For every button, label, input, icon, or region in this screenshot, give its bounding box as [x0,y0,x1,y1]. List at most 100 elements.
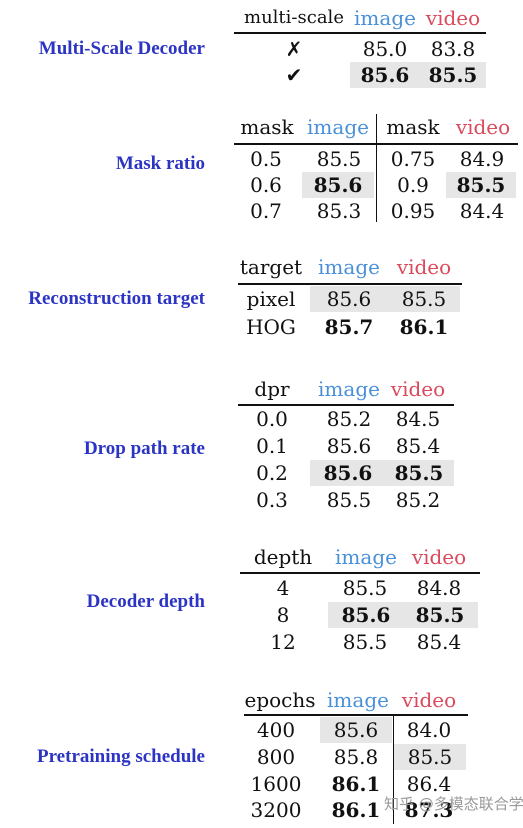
image-value: 85.6 [310,286,388,312]
table-row: 0.5 85.5 0.75 84.9 [234,146,518,172]
watermark: 知乎 @多模态联合学习 [384,795,523,813]
epochs-value: 3200 [250,798,302,822]
mask-value: 0.95 [390,199,436,223]
table-row: 0.3 85.5 85.2 [238,487,454,513]
table-row: 1600 86.1 86.4 [244,771,468,797]
target-value: pixel [246,287,296,311]
image-value: 86.1 [331,772,381,796]
image-value: 85.6 [326,434,372,458]
image-value: 85.6 [310,460,386,486]
header-video: video [401,688,457,712]
header-image: image [307,115,369,139]
header-multi-scale: multi-scale [244,7,344,28]
table-header-row: dpr image video [238,376,454,402]
table-header-row: depth image video [240,544,480,570]
image-value: 85.5 [316,147,362,171]
depth-value: 12 [270,630,296,654]
video-value: 85.5 [388,286,460,312]
table-row: 0.2 85.6 85.5 [238,460,454,486]
column-divider [376,114,377,222]
header-video: video [390,377,446,401]
mask-value: 0.5 [250,147,282,171]
header-mask: mask [386,115,440,139]
table-row: 3200 86.1 87.3 [244,797,468,823]
video-value: 84.8 [416,576,462,600]
mask-value: 0.6 [250,173,282,197]
video-value: 84.9 [459,147,505,171]
header-mask: mask [240,115,294,139]
section-label-mask-ratio: Mask ratio [115,153,205,174]
header-rule [238,283,462,285]
image-value: 85.3 [316,199,362,223]
video-value: 86.1 [399,315,449,339]
header-depth: depth [253,545,313,569]
video-value: 84.4 [459,199,505,223]
section-label-drop-path-rate: Drop path rate [83,438,205,459]
mask-value: 0.7 [250,199,282,223]
depth-value: 8 [276,603,290,627]
table-row: pixel 85.6 85.5 [238,286,462,312]
column-divider [393,716,394,824]
header-target: target [239,255,303,279]
header-rule [240,572,480,574]
header-image: image [327,688,389,712]
header-epochs: epochs [244,688,316,712]
header-image: image [354,6,416,30]
epochs-value: 800 [256,745,296,769]
video-value: 84.0 [406,718,452,742]
video-value: 85.5 [402,602,478,628]
header-rule [234,32,486,34]
table-multi-scale-decoder: multi-scale image video ✗ 85.0 83.8 ✔ 85… [234,5,486,88]
table-row: 12 85.5 85.4 [240,629,480,655]
image-value: 85.5 [342,576,388,600]
table-header-row: multi-scale image video [234,5,486,31]
target-value: HOG [246,315,296,339]
epochs-value: 1600 [250,772,302,796]
header-rule [238,404,454,406]
table-row: ✗ 85.0 83.8 [234,36,486,62]
table-row: 400 85.6 84.0 [244,717,468,743]
depth-value: 4 [276,576,290,600]
image-value: 85.5 [326,488,372,512]
table-row: 8 85.6 85.5 [240,602,480,628]
table-mask-ratio: mask image mask video 0.5 85.5 0.75 84.9… [234,114,518,224]
image-value: 85.8 [333,745,379,769]
image-value: 85.6 [302,172,374,198]
image-value: 85.5 [342,630,388,654]
check-icon: ✔ [285,63,303,87]
video-value: 85.5 [394,744,466,770]
table-header-row: epochs image video [244,687,468,713]
video-value: 84.5 [395,407,441,431]
table-header-row: mask image mask video [234,114,518,140]
dpr-value: 0.2 [256,461,288,485]
section-label-multi-scale-decoder: Multi-Scale Decoder [38,38,205,59]
epochs-value: 400 [256,718,296,742]
table-row: HOG 85.7 86.1 [238,314,462,340]
video-value: 85.4 [416,630,462,654]
section-label-pretraining-schedule: Pretraining schedule [36,746,205,767]
table-drop-path-rate: dpr image video 0.0 85.2 84.5 0.1 85.6 8… [238,376,454,516]
image-value: 85.2 [326,407,372,431]
video-value: 86.4 [406,772,452,796]
image-value: 85.6 [328,602,404,628]
dpr-value: 0.1 [256,434,288,458]
video-value: 85.2 [395,488,441,512]
table-row: ✔ 85.6 85.5 [234,62,486,88]
table-decoder-depth: depth image video 4 85.5 84.8 8 85.6 85.… [240,544,480,656]
section-label-decoder-depth: Decoder depth [86,591,205,612]
mask-value: 0.75 [390,147,436,171]
table-reconstruction-target: target image video pixel 85.6 85.5 HOG 8… [238,254,462,340]
table-row: 0.0 85.2 84.5 [238,406,454,432]
image-value: 85.0 [362,37,408,61]
video-value: 85.5 [420,62,486,88]
header-image: image [318,255,380,279]
table-pretraining-schedule: epochs image video 400 85.6 84.0 800 85.… [244,687,468,825]
image-value: 85.7 [324,315,374,339]
video-value: 83.8 [430,37,476,61]
image-value: 85.6 [350,62,420,88]
header-dpr: dpr [254,377,290,401]
mask-value: 0.9 [397,173,429,197]
section-label-reconstruction-target: Reconstruction target [28,288,205,309]
table-row: 0.7 85.3 0.95 84.4 [234,198,518,224]
header-rule [244,714,468,716]
